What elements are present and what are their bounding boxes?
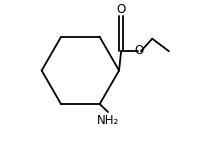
Text: NH₂: NH₂ bbox=[97, 114, 119, 127]
Text: O: O bbox=[134, 44, 143, 57]
Text: O: O bbox=[116, 3, 126, 16]
